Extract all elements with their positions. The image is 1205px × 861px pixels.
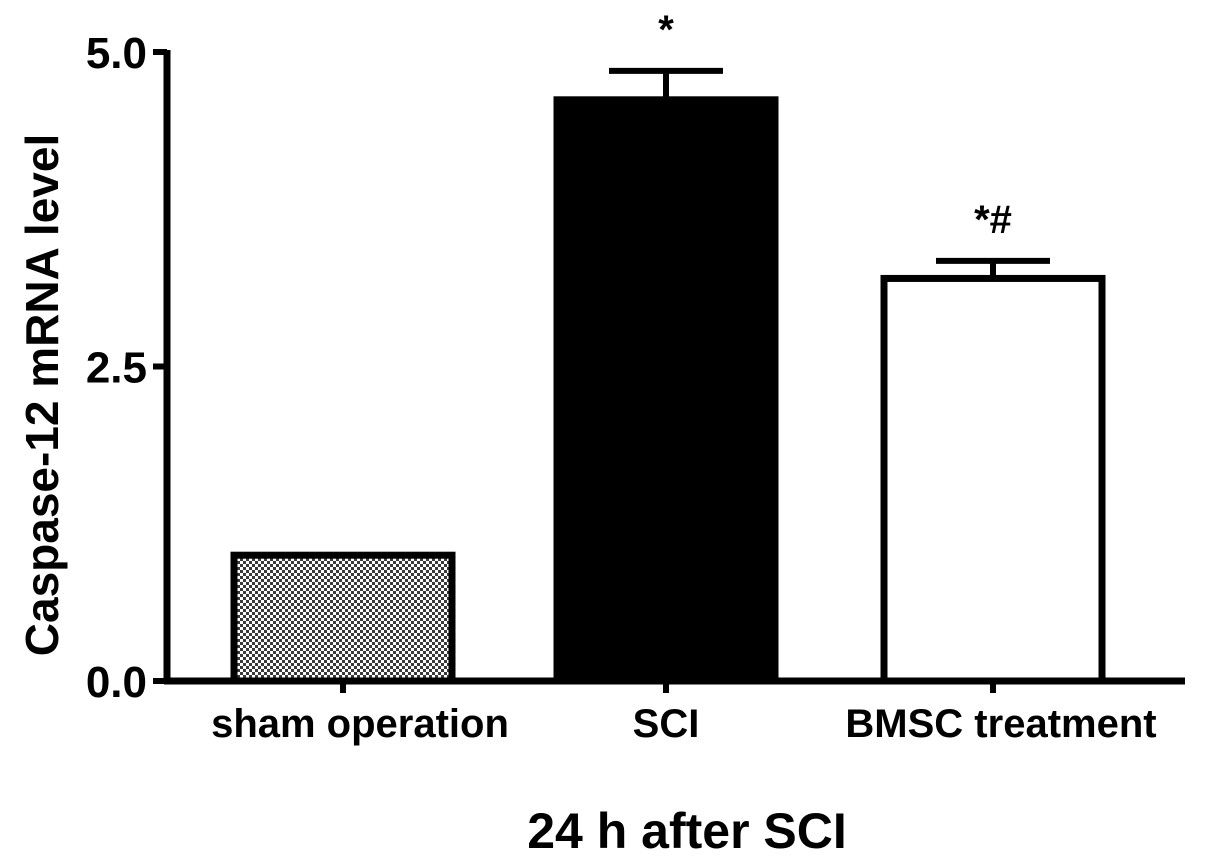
bar	[553, 96, 779, 685]
y-tick-label: 2.5	[86, 344, 147, 393]
x-tick-label: BMSC treatment	[845, 702, 1156, 746]
bar	[880, 274, 1106, 685]
significance-mark: *	[658, 8, 674, 52]
y-tick-label: 0.0	[86, 658, 147, 707]
labels: 0.0 2.5 5.0 sham operation * SCI *# BMSC treatm…	[86, 8, 1157, 746]
significance-mark: *#	[974, 198, 1012, 242]
x-tick-label: SCI	[633, 702, 700, 746]
bar	[230, 551, 456, 685]
y-axis-label: Caspase-12 mRNA level	[16, 134, 68, 656]
bars	[230, 67, 1106, 685]
x-tick-label: sham operation	[211, 702, 509, 746]
x-axis-label: 24 h after SCI	[527, 803, 847, 859]
y-tick-label: 5.0	[86, 29, 147, 78]
